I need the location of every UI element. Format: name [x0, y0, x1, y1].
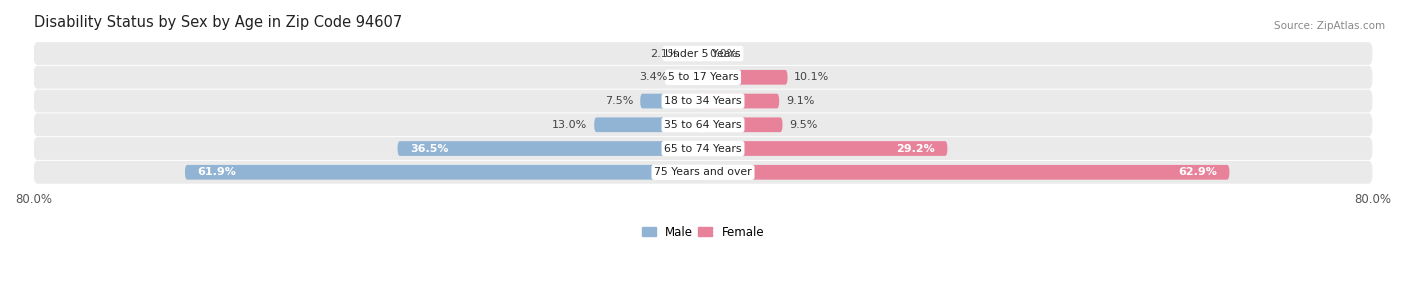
FancyBboxPatch shape: [34, 66, 1372, 89]
Text: Disability Status by Sex by Age in Zip Code 94607: Disability Status by Sex by Age in Zip C…: [34, 15, 402, 30]
Text: 61.9%: 61.9%: [197, 167, 236, 177]
Legend: Male, Female: Male, Female: [641, 226, 765, 239]
FancyBboxPatch shape: [703, 70, 787, 85]
Text: 9.1%: 9.1%: [786, 96, 814, 106]
Text: 5 to 17 Years: 5 to 17 Years: [668, 72, 738, 82]
FancyBboxPatch shape: [34, 42, 1372, 65]
Text: 29.2%: 29.2%: [896, 143, 935, 154]
Text: 65 to 74 Years: 65 to 74 Years: [664, 143, 742, 154]
FancyBboxPatch shape: [703, 165, 1229, 180]
FancyBboxPatch shape: [34, 161, 1372, 184]
FancyBboxPatch shape: [34, 113, 1372, 136]
Text: 7.5%: 7.5%: [605, 96, 634, 106]
FancyBboxPatch shape: [640, 94, 703, 109]
FancyBboxPatch shape: [34, 137, 1372, 160]
FancyBboxPatch shape: [703, 141, 948, 156]
Text: 75 Years and over: 75 Years and over: [654, 167, 752, 177]
FancyBboxPatch shape: [595, 117, 703, 132]
Text: 0.0%: 0.0%: [710, 49, 738, 59]
FancyBboxPatch shape: [398, 141, 703, 156]
Text: 13.0%: 13.0%: [553, 120, 588, 130]
FancyBboxPatch shape: [686, 46, 703, 61]
Text: 9.5%: 9.5%: [789, 120, 817, 130]
Text: Under 5 Years: Under 5 Years: [665, 49, 741, 59]
Text: 62.9%: 62.9%: [1178, 167, 1216, 177]
FancyBboxPatch shape: [703, 117, 783, 132]
Text: 36.5%: 36.5%: [411, 143, 449, 154]
FancyBboxPatch shape: [675, 70, 703, 85]
FancyBboxPatch shape: [186, 165, 703, 180]
Text: Source: ZipAtlas.com: Source: ZipAtlas.com: [1274, 21, 1385, 31]
Text: 2.1%: 2.1%: [651, 49, 679, 59]
Text: 3.4%: 3.4%: [640, 72, 668, 82]
Text: 35 to 64 Years: 35 to 64 Years: [664, 120, 742, 130]
Text: 18 to 34 Years: 18 to 34 Years: [664, 96, 742, 106]
Text: 10.1%: 10.1%: [794, 72, 830, 82]
FancyBboxPatch shape: [34, 90, 1372, 112]
FancyBboxPatch shape: [703, 94, 779, 109]
